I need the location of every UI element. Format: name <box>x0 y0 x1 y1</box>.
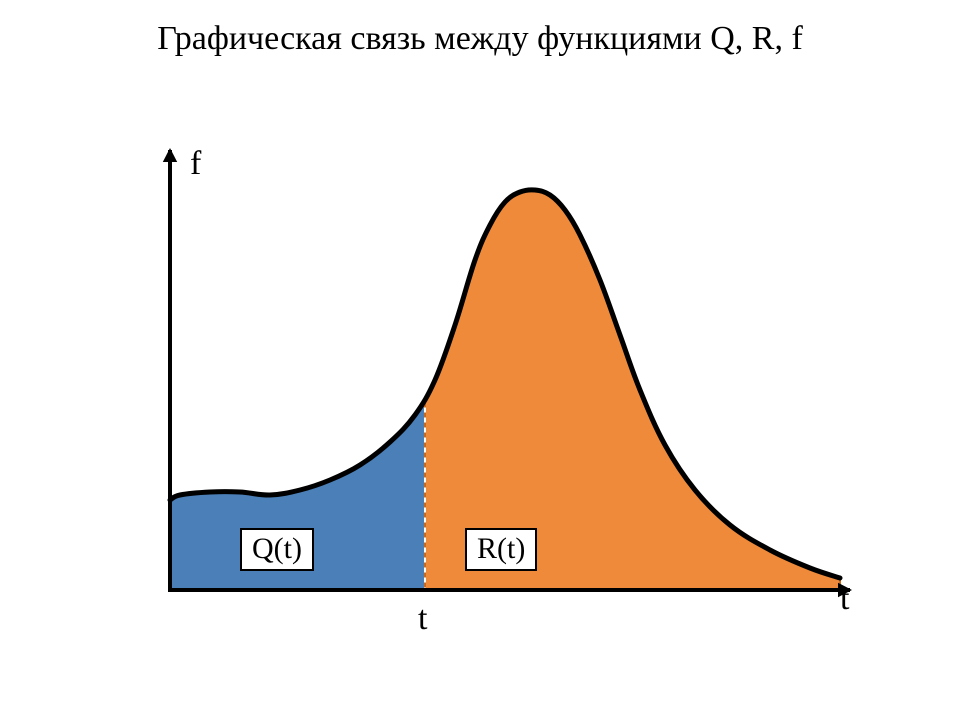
q-label-box: Q(t) <box>240 528 314 571</box>
chart-container: f t t Q(t) R(t) <box>120 140 860 660</box>
r-label-box: R(t) <box>465 528 537 571</box>
x-axis-label: t <box>840 580 849 618</box>
y-axis-label: f <box>190 145 201 183</box>
chart-svg <box>120 140 860 660</box>
page-title: Графическая связь между функциями Q, R, … <box>0 18 960 61</box>
split-marker-label: t <box>418 600 427 638</box>
